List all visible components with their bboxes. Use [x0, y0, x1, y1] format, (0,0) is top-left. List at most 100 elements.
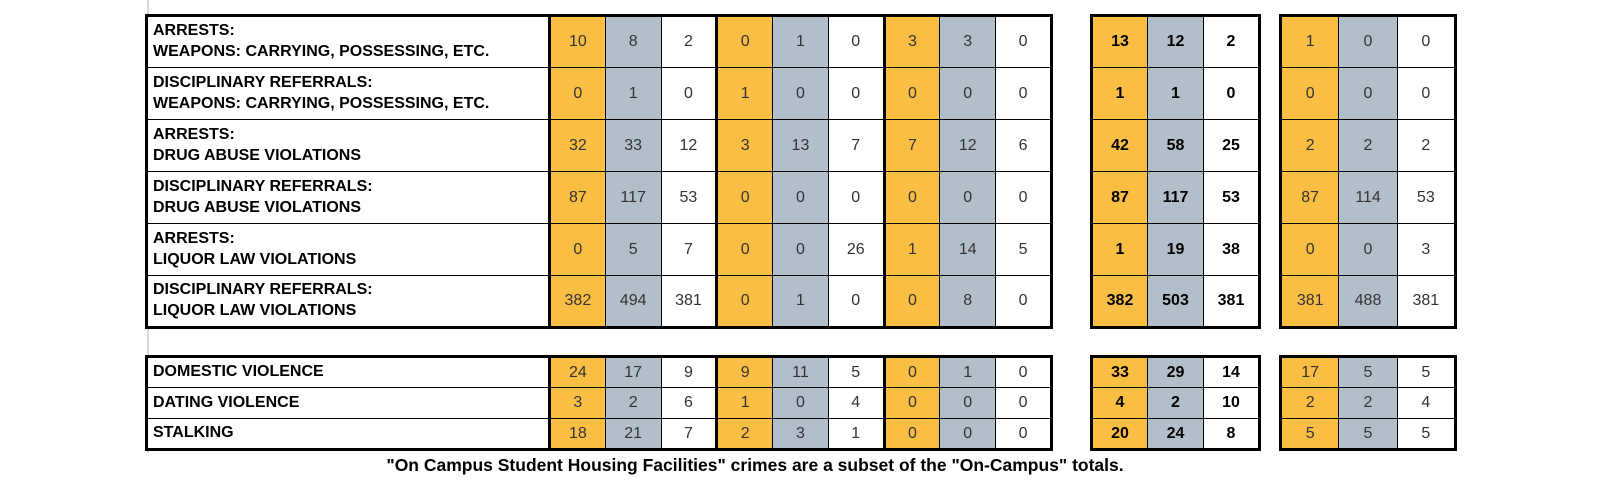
data-cell[interactable]: 0: [882, 275, 941, 328]
total-cell[interactable]: 2: [1203, 15, 1260, 68]
total-cell[interactable]: 20: [1091, 418, 1148, 450]
student-housing-cell[interactable]: 2: [1338, 119, 1398, 172]
data-cell[interactable]: 0: [715, 171, 774, 224]
student-housing-cell[interactable]: 5: [1338, 418, 1398, 450]
data-cell[interactable]: 0: [715, 15, 774, 68]
data-cell[interactable]: 0: [548, 67, 606, 120]
total-cell[interactable]: 1: [1147, 67, 1204, 120]
data-cell[interactable]: 382: [548, 275, 606, 328]
total-cell[interactable]: 87: [1091, 171, 1148, 224]
data-cell[interactable]: 87: [548, 171, 606, 224]
data-cell[interactable]: 0: [995, 67, 1052, 120]
row-label[interactable]: DATING VIOLENCE: [146, 387, 550, 419]
data-cell[interactable]: 1: [604, 67, 662, 120]
data-cell[interactable]: 24: [548, 356, 606, 388]
total-cell[interactable]: 4: [1091, 387, 1148, 419]
data-cell[interactable]: 5: [604, 223, 662, 276]
total-cell[interactable]: 29: [1147, 356, 1204, 388]
row-label[interactable]: ARRESTS: DRUG ABUSE VIOLATIONS: [146, 119, 550, 172]
total-cell[interactable]: 42: [1091, 119, 1148, 172]
data-cell[interactable]: 381: [660, 275, 718, 328]
data-cell[interactable]: 0: [939, 67, 997, 120]
data-cell[interactable]: 0: [660, 67, 718, 120]
data-cell[interactable]: 14: [939, 223, 997, 276]
data-cell[interactable]: 10: [548, 15, 606, 68]
data-cell[interactable]: 18: [548, 418, 606, 450]
total-cell[interactable]: 382: [1091, 275, 1148, 328]
data-cell[interactable]: 9: [660, 356, 718, 388]
row-label[interactable]: DISCIPLINARY REFERRALS: LIQUOR LAW VIOLAT…: [146, 275, 550, 328]
data-cell[interactable]: 53: [660, 171, 718, 224]
data-cell[interactable]: 2: [715, 418, 774, 450]
data-cell[interactable]: 0: [939, 387, 997, 419]
student-housing-cell[interactable]: 2: [1279, 387, 1340, 419]
data-cell[interactable]: 26: [827, 223, 885, 276]
student-housing-cell[interactable]: 0: [1338, 67, 1398, 120]
row-label[interactable]: DOMESTIC VIOLENCE: [146, 356, 550, 388]
data-cell[interactable]: 0: [827, 275, 885, 328]
data-cell[interactable]: 1: [772, 275, 829, 328]
student-housing-cell[interactable]: 0: [1279, 67, 1340, 120]
row-label[interactable]: DISCIPLINARY REFERRALS: WEAPONS: CARRYING…: [146, 67, 550, 120]
data-cell[interactable]: 8: [604, 15, 662, 68]
row-label[interactable]: ARRESTS: WEAPONS: CARRYING, POSSESSING, E…: [146, 15, 550, 68]
data-cell[interactable]: 0: [882, 418, 941, 450]
data-cell[interactable]: 33: [604, 119, 662, 172]
data-cell[interactable]: 1: [772, 15, 829, 68]
data-cell[interactable]: 6: [995, 119, 1052, 172]
data-cell[interactable]: 2: [604, 387, 662, 419]
student-housing-cell[interactable]: 4: [1396, 387, 1457, 419]
student-housing-cell[interactable]: 2: [1338, 387, 1398, 419]
total-cell[interactable]: 2: [1147, 387, 1204, 419]
data-cell[interactable]: 13: [772, 119, 829, 172]
data-cell[interactable]: 3: [715, 119, 774, 172]
student-housing-cell[interactable]: 5: [1396, 356, 1457, 388]
total-cell[interactable]: 24: [1147, 418, 1204, 450]
student-housing-cell[interactable]: 0: [1338, 15, 1398, 68]
row-label[interactable]: STALKING: [146, 418, 550, 450]
data-cell[interactable]: 1: [939, 356, 997, 388]
data-cell[interactable]: 0: [827, 67, 885, 120]
data-cell[interactable]: 0: [882, 67, 941, 120]
student-housing-cell[interactable]: 0: [1279, 223, 1340, 276]
data-cell[interactable]: 0: [939, 171, 997, 224]
data-cell[interactable]: 1: [715, 387, 774, 419]
student-housing-cell[interactable]: 0: [1338, 223, 1398, 276]
data-cell[interactable]: 21: [604, 418, 662, 450]
total-cell[interactable]: 1: [1091, 223, 1148, 276]
data-cell[interactable]: 32: [548, 119, 606, 172]
total-cell[interactable]: 117: [1147, 171, 1204, 224]
data-cell[interactable]: 1: [715, 67, 774, 120]
data-cell[interactable]: 0: [995, 356, 1052, 388]
total-cell[interactable]: 381: [1203, 275, 1260, 328]
data-cell[interactable]: 0: [772, 223, 829, 276]
data-cell[interactable]: 0: [882, 387, 941, 419]
row-label[interactable]: DISCIPLINARY REFERRALS: DRUG ABUSE VIOLAT…: [146, 171, 550, 224]
data-cell[interactable]: 8: [939, 275, 997, 328]
total-cell[interactable]: 503: [1147, 275, 1204, 328]
data-cell[interactable]: 3: [882, 15, 941, 68]
data-cell[interactable]: 12: [939, 119, 997, 172]
data-cell[interactable]: 0: [995, 15, 1052, 68]
data-cell[interactable]: 7: [660, 223, 718, 276]
student-housing-cell[interactable]: 5: [1279, 418, 1340, 450]
data-cell[interactable]: 4: [827, 387, 885, 419]
data-cell[interactable]: 11: [772, 356, 829, 388]
student-housing-cell[interactable]: 2: [1279, 119, 1340, 172]
data-cell[interactable]: 5: [995, 223, 1052, 276]
student-housing-cell[interactable]: 381: [1279, 275, 1340, 328]
total-cell[interactable]: 38: [1203, 223, 1260, 276]
total-cell[interactable]: 58: [1147, 119, 1204, 172]
total-cell[interactable]: 12: [1147, 15, 1204, 68]
data-cell[interactable]: 12: [660, 119, 718, 172]
data-cell[interactable]: 3: [939, 15, 997, 68]
data-cell[interactable]: 5: [827, 356, 885, 388]
data-cell[interactable]: 6: [660, 387, 718, 419]
data-cell[interactable]: 3: [772, 418, 829, 450]
total-cell[interactable]: 0: [1203, 67, 1260, 120]
data-cell[interactable]: 0: [772, 171, 829, 224]
data-cell[interactable]: 494: [604, 275, 662, 328]
data-cell[interactable]: 117: [604, 171, 662, 224]
student-housing-cell[interactable]: 2: [1396, 119, 1457, 172]
student-housing-cell[interactable]: 5: [1396, 418, 1457, 450]
